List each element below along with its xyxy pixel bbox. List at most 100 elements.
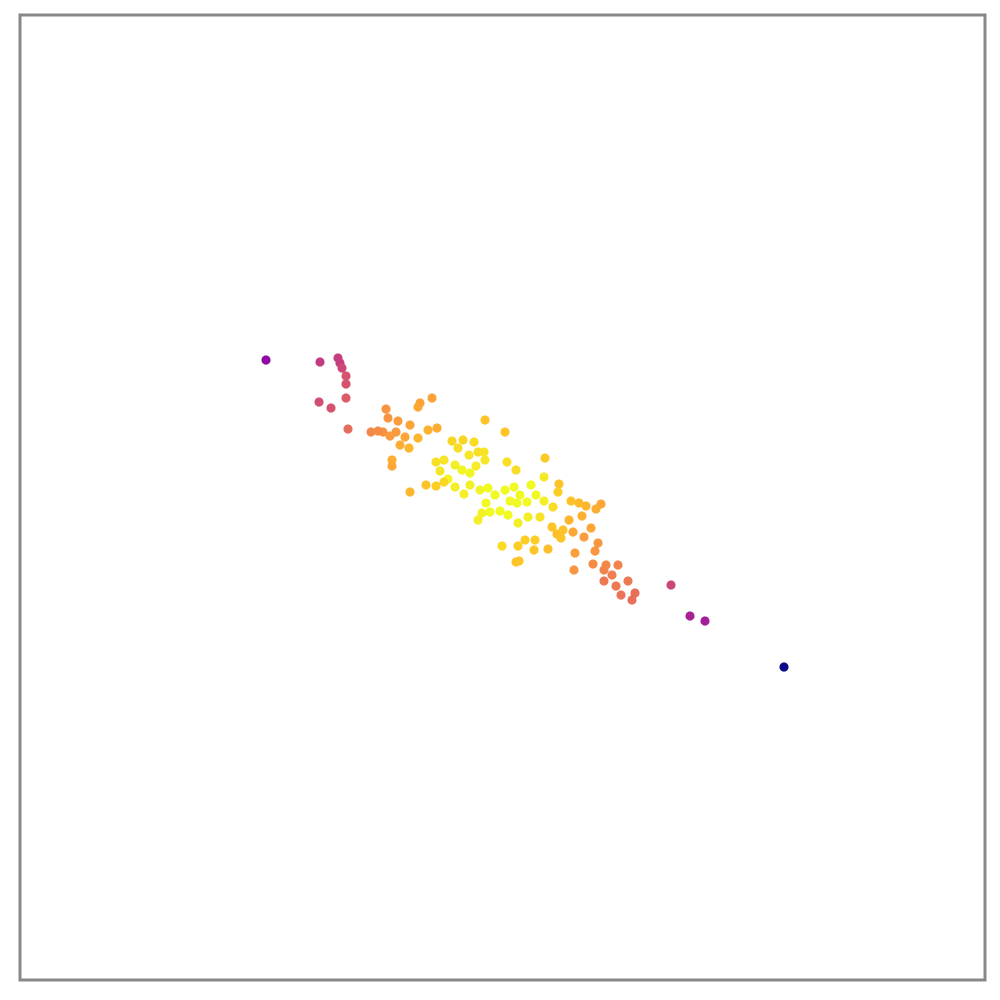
point	[464, 450, 474, 460]
point	[497, 541, 507, 551]
point	[405, 487, 415, 497]
point	[564, 515, 574, 525]
point	[450, 482, 460, 492]
point	[490, 490, 500, 500]
point	[404, 443, 414, 453]
point	[471, 461, 481, 471]
point	[513, 541, 523, 551]
point	[450, 460, 460, 470]
point	[666, 580, 676, 590]
point	[511, 465, 521, 475]
point	[627, 595, 637, 605]
point	[431, 481, 441, 491]
point	[480, 455, 490, 465]
point	[413, 433, 423, 443]
point	[554, 479, 564, 489]
point	[531, 490, 541, 500]
point	[432, 423, 442, 433]
point	[623, 576, 633, 586]
point	[485, 507, 495, 517]
point	[607, 570, 617, 580]
point	[400, 432, 410, 442]
point	[477, 508, 487, 518]
point	[465, 468, 475, 478]
point	[779, 662, 789, 672]
point	[383, 413, 393, 423]
point	[495, 506, 505, 516]
point	[529, 545, 539, 555]
point	[577, 511, 587, 521]
point	[700, 616, 710, 626]
point	[588, 559, 598, 569]
point	[581, 501, 591, 511]
point	[439, 455, 449, 465]
point	[393, 416, 403, 426]
point	[366, 427, 376, 437]
point	[535, 512, 545, 522]
point	[458, 435, 468, 445]
point	[601, 560, 611, 570]
point	[512, 498, 522, 508]
point	[685, 611, 695, 621]
point	[630, 588, 640, 598]
point	[505, 496, 515, 506]
point	[373, 426, 383, 436]
point	[515, 490, 525, 500]
point	[341, 379, 351, 389]
point	[453, 443, 463, 453]
point	[539, 472, 549, 482]
point	[570, 548, 580, 558]
point	[574, 498, 584, 508]
point	[566, 496, 576, 506]
point	[315, 357, 325, 367]
point	[591, 504, 601, 514]
point	[513, 518, 523, 528]
point	[593, 538, 603, 548]
point	[337, 363, 347, 373]
point	[539, 496, 549, 506]
point	[558, 525, 568, 535]
point	[480, 415, 490, 425]
point	[481, 498, 491, 508]
point	[616, 590, 626, 600]
point	[530, 535, 540, 545]
point	[381, 404, 391, 414]
point	[599, 576, 609, 586]
point	[431, 457, 441, 467]
point	[613, 560, 623, 570]
point	[520, 535, 530, 545]
point	[465, 480, 475, 490]
point	[548, 502, 558, 512]
point	[500, 427, 510, 437]
point	[579, 532, 589, 542]
point	[540, 453, 550, 463]
point	[503, 510, 513, 520]
point	[522, 497, 532, 507]
plot-frame	[18, 13, 987, 982]
point	[261, 355, 271, 365]
point	[586, 523, 596, 533]
point	[569, 565, 579, 575]
point	[314, 397, 324, 407]
point	[523, 512, 533, 522]
point	[439, 477, 449, 487]
point	[568, 527, 578, 537]
point	[543, 544, 553, 554]
point	[423, 425, 433, 435]
point	[343, 424, 353, 434]
point	[473, 515, 483, 525]
point	[590, 546, 600, 556]
point	[547, 522, 557, 532]
point	[387, 461, 397, 471]
point	[502, 457, 512, 467]
point	[611, 581, 621, 591]
point	[427, 393, 437, 403]
point	[413, 402, 423, 412]
point	[459, 489, 469, 499]
point	[447, 436, 457, 446]
point	[556, 533, 566, 543]
point	[511, 557, 521, 567]
point	[421, 480, 431, 490]
